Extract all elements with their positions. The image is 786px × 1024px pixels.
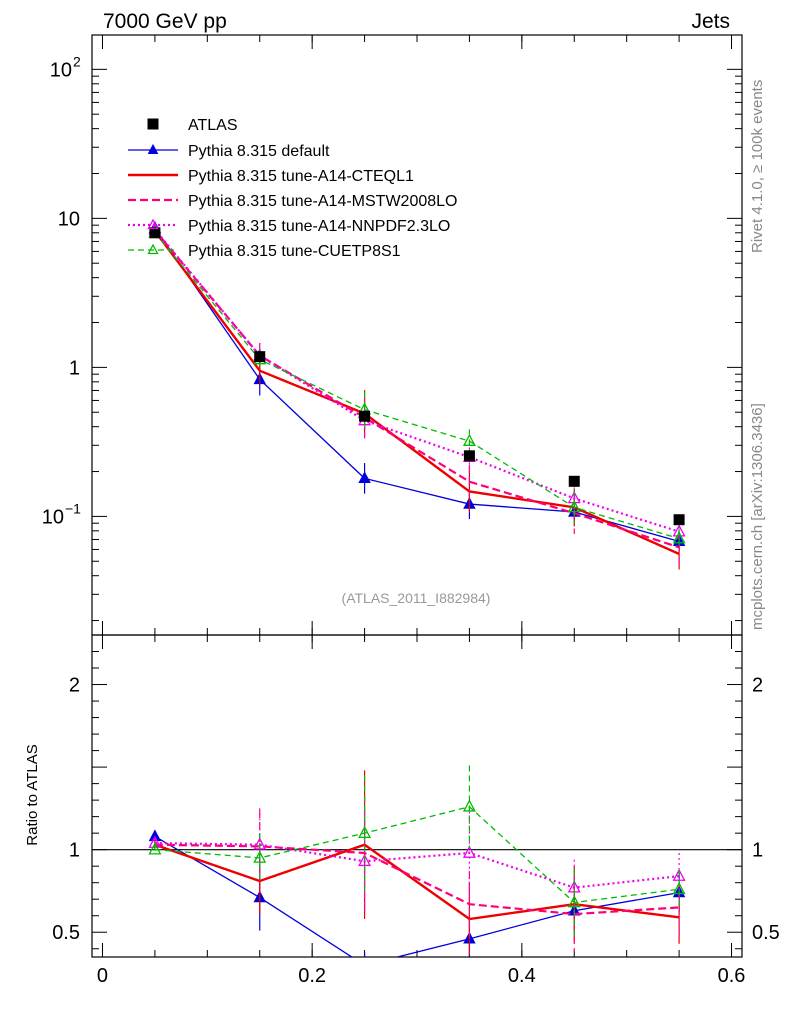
data-marker-triangle [359, 959, 370, 969]
reference-marker-square [359, 410, 371, 422]
legend-label: Pythia 8.315 default [188, 143, 330, 160]
reference-marker-square [149, 227, 161, 239]
ratio-series [148, 765, 686, 936]
data-marker-triangle-open [462, 433, 476, 446]
ratio-series-line [154, 806, 680, 904]
y-tick-exponent: 2 [73, 53, 81, 69]
ratio-panel-frame [91, 634, 743, 958]
y-tick-label: 1 [69, 357, 80, 379]
data-marker-triangle-open [567, 895, 581, 908]
series-line [154, 227, 680, 542]
data-marker-triangle-open [672, 881, 686, 895]
ratio-y-tick-label-right: 0.5 [752, 922, 780, 944]
series-line [153, 230, 680, 556]
data-marker-triangle-open [253, 850, 267, 863]
reference-marker-square [463, 450, 475, 462]
legend: ATLAS Pythia 8.315 default Pythia 8.315 tu… [128, 117, 457, 260]
ratio-series [154, 770, 680, 956]
data-marker-triangle [358, 471, 371, 484]
legend-label: Pythia 8.315 tune-A14-MSTW2008LO [188, 193, 457, 210]
legend-label: Pythia 8.315 tune-A14-CTEQL1 [188, 168, 414, 185]
data-marker-triangle-open [462, 845, 476, 858]
ratio-series-layer [148, 765, 686, 969]
y-tick-label: 10 [50, 59, 72, 81]
ratio-series-line [154, 835, 680, 957]
ratio-series-line [154, 843, 680, 916]
main-series [154, 228, 680, 563]
data-marker-triangle-open [358, 825, 372, 839]
x-tick-label: 0.2 [298, 965, 326, 987]
main-series [148, 225, 686, 549]
reference-series [149, 227, 685, 526]
reference-marker-square [568, 475, 580, 487]
main-series [148, 222, 686, 542]
header-right-label: Jets [691, 10, 730, 33]
y-tick-exponent: −1 [65, 500, 81, 516]
main-series [153, 229, 680, 570]
series-line [154, 229, 680, 549]
ratio-y-tick-label: 0.5 [52, 922, 80, 944]
ratio-y-tick-label-right: 1 [752, 840, 763, 862]
legend-label: Pythia 8.315 tune-A14-NNPDF2.3LO [188, 218, 450, 235]
legend-label: ATLAS [188, 117, 238, 134]
data-marker-triangle-open [672, 524, 686, 537]
reference-marker-square [254, 351, 266, 363]
series-line [154, 232, 680, 540]
y-tick-label: 10 [58, 208, 80, 230]
data-marker-triangle-open [462, 799, 476, 812]
y-tick-label: 10 [42, 506, 64, 528]
data-marker-triangle-open [567, 499, 581, 513]
x-tick-label: 0 [97, 965, 108, 987]
x-tick-label: 0.4 [508, 965, 536, 987]
data-marker-triangle [147, 143, 159, 154]
rivet-label: Rivet 4.1.0, ≥ 100k events [749, 80, 766, 253]
legend-label: Pythia 8.315 tune-CUETP8S1 [188, 243, 401, 260]
data-marker-triangle-open [147, 218, 159, 230]
data-marker-triangle-open [148, 842, 162, 855]
ratio-series-line [154, 843, 680, 921]
main-series-layer [148, 221, 686, 570]
analysis-watermark: (ATLAS_2011_I882984) [342, 590, 491, 606]
x-tick-label: 0.6 [718, 965, 746, 987]
data-marker-triangle-open [672, 531, 686, 544]
series-line [154, 228, 680, 533]
ratio-series [154, 795, 680, 953]
ratio-axis-label: Ratio to ATLAS [24, 744, 41, 845]
ratio-series [148, 808, 686, 916]
ratio-y-tick-label: 1 [69, 840, 80, 862]
mcplots-label: mcplots.cern.ch [arXiv:1306.3436] [749, 403, 766, 630]
data-marker-triangle-open [147, 243, 159, 255]
reference-marker-square [673, 514, 685, 526]
legend-marker-square [147, 118, 159, 130]
header-left-label: 7000 GeV pp [103, 10, 227, 33]
ratio-y-tick-label-right: 2 [752, 675, 763, 697]
main-series [148, 221, 686, 552]
ratio-y-tick-label: 2 [69, 675, 80, 697]
